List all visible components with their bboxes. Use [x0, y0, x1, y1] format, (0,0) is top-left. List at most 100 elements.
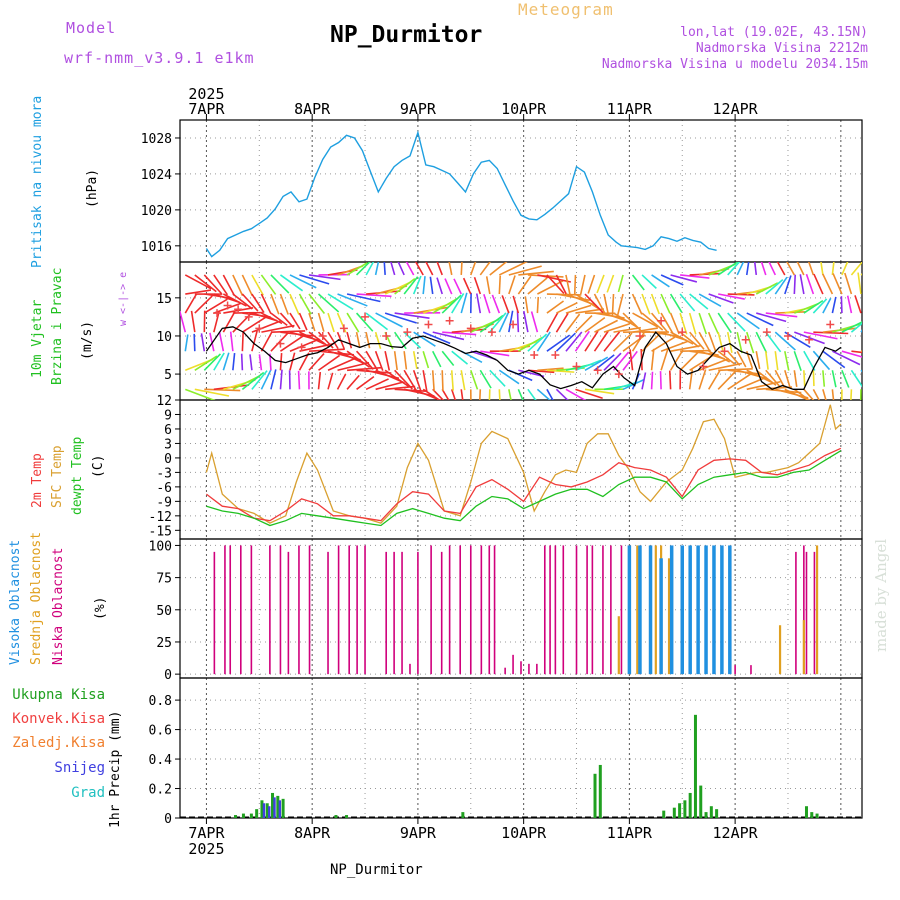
cloud-low-bar — [337, 545, 340, 675]
wind-arrow — [698, 293, 722, 308]
wind-arrow — [727, 293, 755, 296]
wind-arrow — [194, 295, 213, 314]
cloud-high-bar — [696, 545, 700, 675]
cloud-low-bar — [239, 545, 242, 675]
wind-arrow — [365, 331, 371, 349]
wind-arrow — [422, 331, 451, 345]
y-tick-label: 1020 — [141, 204, 172, 219]
wind-arrow — [840, 296, 843, 314]
wind-arrow — [679, 331, 700, 348]
wind-arrow — [498, 275, 502, 295]
wind-arrow — [432, 297, 459, 314]
cloud-high-bar — [680, 545, 684, 675]
cloud-low-bar — [493, 545, 496, 675]
wind-arrow — [755, 331, 768, 354]
wind-arrow — [422, 350, 430, 369]
y-tick-label: 0 — [164, 668, 172, 683]
wind-arrow — [270, 332, 289, 352]
wind-arrow — [448, 262, 453, 276]
wind-arrow — [184, 274, 212, 290]
gust-marker — [805, 335, 814, 344]
wind-arrow — [383, 262, 386, 276]
wind-arrow — [765, 369, 781, 388]
wind-arrow — [432, 331, 465, 341]
y-tick-label: -12 — [149, 510, 172, 525]
wind-arrow — [375, 381, 403, 391]
wind-arrow — [641, 312, 664, 331]
wind-arrow — [365, 312, 389, 331]
precip-total-bar — [688, 792, 692, 818]
wind-arrow — [289, 352, 296, 371]
wind-arrow — [650, 348, 655, 371]
cloud-low-bar — [591, 545, 594, 675]
wind-arrow — [796, 262, 805, 276]
wind-arrow — [793, 388, 811, 400]
wind-arrow — [556, 301, 578, 314]
cloud-low-bar — [488, 545, 491, 675]
wind-arrow — [346, 350, 371, 368]
wind-arrow — [631, 331, 646, 352]
wind-arrow — [584, 388, 615, 395]
wind-arrow — [596, 274, 605, 294]
wind-arrow — [670, 274, 698, 283]
wind-arrow — [536, 296, 540, 314]
wind-arrow — [774, 331, 796, 351]
wind-arrow — [279, 274, 304, 292]
wind-arrow — [279, 293, 289, 315]
cloud-low-bar — [554, 545, 557, 675]
wind-arrow — [508, 275, 516, 295]
cloud-low-bar — [393, 551, 395, 675]
wind-arrow — [536, 388, 551, 400]
precip-snow-bar — [262, 803, 266, 818]
page-subtitle: Meteogram — [518, 0, 614, 19]
wind-arrow — [670, 344, 701, 352]
wind-arrow — [249, 354, 253, 371]
wind-arrow — [213, 352, 225, 371]
cloud-low-bar — [348, 545, 350, 675]
cloud-low-bar — [440, 551, 443, 675]
wind-arrow — [473, 277, 482, 295]
wind-arrow — [850, 322, 862, 333]
y-tick-label: 0.8 — [149, 694, 172, 709]
wind-arrow — [812, 388, 820, 400]
precip-total-bar — [255, 809, 259, 818]
precip-total-bar — [683, 800, 687, 818]
wind-arrow — [209, 332, 215, 352]
precip-total-bar — [249, 813, 253, 818]
wind-arrow — [755, 282, 779, 295]
wind-arrow — [327, 312, 335, 333]
y-tick-label: 100 — [149, 539, 172, 554]
wind-arrow — [727, 350, 741, 366]
cloud-low-bar — [401, 551, 403, 675]
gust-marker — [244, 312, 253, 321]
wind-arrow — [793, 274, 797, 295]
wind-arrow — [660, 293, 671, 314]
wind-arrow — [241, 331, 244, 352]
wind-arrow — [660, 340, 690, 352]
wind-arrow — [669, 293, 683, 313]
wind-arrow — [774, 369, 786, 388]
wind-arrow — [708, 362, 743, 372]
year-label-bottom: 2025 — [188, 840, 224, 858]
date-label-bottom: 12APR — [713, 824, 759, 842]
wind-arrow — [498, 369, 520, 385]
cloud-low-bar — [417, 551, 419, 675]
gust-marker — [213, 309, 222, 318]
wind-arrow — [593, 293, 607, 315]
wind-arrow — [518, 270, 554, 276]
wind-arrow — [669, 349, 684, 371]
wind-arrow — [803, 299, 824, 314]
wind-arrow — [736, 262, 745, 276]
gust-marker — [551, 351, 560, 360]
wind-arrow — [841, 262, 849, 276]
wind-arrow — [289, 274, 317, 289]
wind-arrow — [555, 388, 569, 400]
wind-arrow — [860, 329, 862, 333]
wind-arrow — [603, 323, 631, 333]
wind-arrow — [546, 334, 571, 352]
wind-arrow — [717, 331, 725, 353]
wind-arrow — [537, 280, 564, 295]
panel-frame — [179, 538, 863, 679]
wind-arrow — [393, 351, 398, 371]
wind-arrow — [574, 330, 590, 352]
